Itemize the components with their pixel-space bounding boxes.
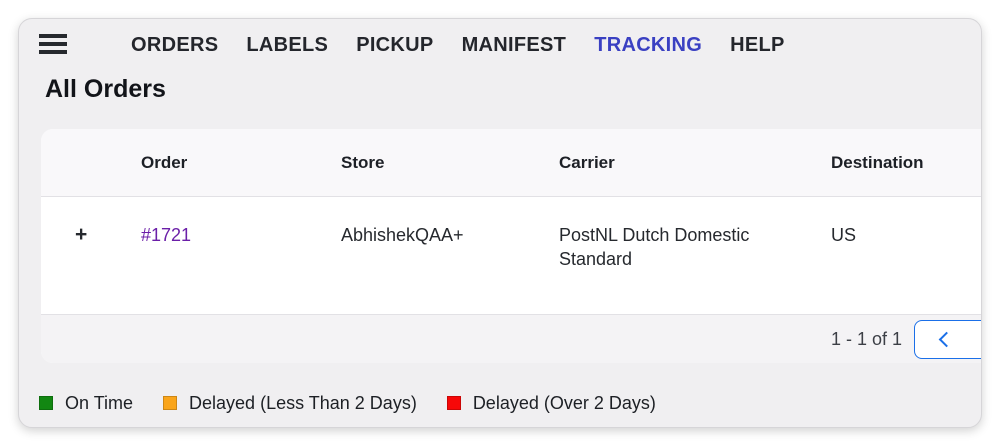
nav-item-help[interactable]: HELP (730, 34, 785, 56)
legend-item-on-time: On Time (39, 393, 133, 414)
status-legend: On Time Delayed (Less Than 2 Days) Delay… (39, 393, 656, 413)
table-header-row: Order Store Carrier Destination (41, 129, 981, 197)
nav-item-tracking-active[interactable]: TRACKING (594, 34, 703, 56)
legend-item-delayed-under-2: Delayed (Less Than 2 Days) (163, 393, 417, 414)
pagination-prev-button[interactable] (914, 319, 981, 359)
cell-order: #1721 (141, 197, 341, 247)
legend-label: Delayed (Less Than 2 Days) (189, 392, 417, 413)
chevron-left-icon (938, 331, 955, 347)
hamburger-bar (39, 42, 67, 46)
column-header-order: Order (141, 152, 188, 172)
cell-store: AbhishekQAA+ (341, 225, 464, 245)
legend-label: Delayed (Over 2 Days) (472, 392, 656, 413)
on-time-swatch (39, 396, 53, 410)
pagination-range-label: 1 - 1 of 1 (830, 328, 902, 349)
delayed-over-2-swatch (446, 396, 461, 410)
nav-item-orders[interactable]: ORDERS (131, 34, 219, 56)
column-header-store: Store (341, 152, 385, 172)
hamburger-bar (39, 34, 67, 38)
table-row: + #1721 AbhishekQAA+ PostNL Dutch Domest… (41, 197, 981, 314)
nav-item-labels[interactable]: LABELS (246, 34, 329, 56)
hamburger-bar (39, 50, 67, 54)
column-header-destination: Destination (831, 152, 924, 172)
cell-destination: US (831, 225, 857, 245)
nav-item-manifest[interactable]: MANIFEST (461, 34, 567, 56)
legend-item-delayed-over-2: Delayed (Over 2 Days) (446, 392, 656, 414)
cell-expander: + (41, 197, 141, 247)
legend-label: On Time (65, 392, 134, 413)
page-title: All Orders (45, 75, 166, 103)
hamburger-menu-icon[interactable] (39, 34, 67, 54)
expand-row-icon[interactable]: + (75, 223, 88, 246)
column-header-carrier: Carrier (559, 152, 615, 172)
order-number-link[interactable]: #1721 (141, 225, 192, 245)
delayed-under-2-swatch (163, 396, 178, 410)
main-panel: ORDERS LABELS PICKUP MANIFEST TRACKING H… (18, 18, 982, 428)
orders-table: Order Store Carrier Destination + #1721 … (41, 129, 981, 363)
cell-carrier: PostNL Dutch Domestic Standard (559, 225, 750, 269)
nav-item-pickup[interactable]: PICKUP (356, 34, 434, 56)
table-footer: 1 - 1 of 1 (41, 314, 981, 363)
top-navigation: ORDERS LABELS PICKUP MANIFEST TRACKING H… (131, 33, 785, 57)
